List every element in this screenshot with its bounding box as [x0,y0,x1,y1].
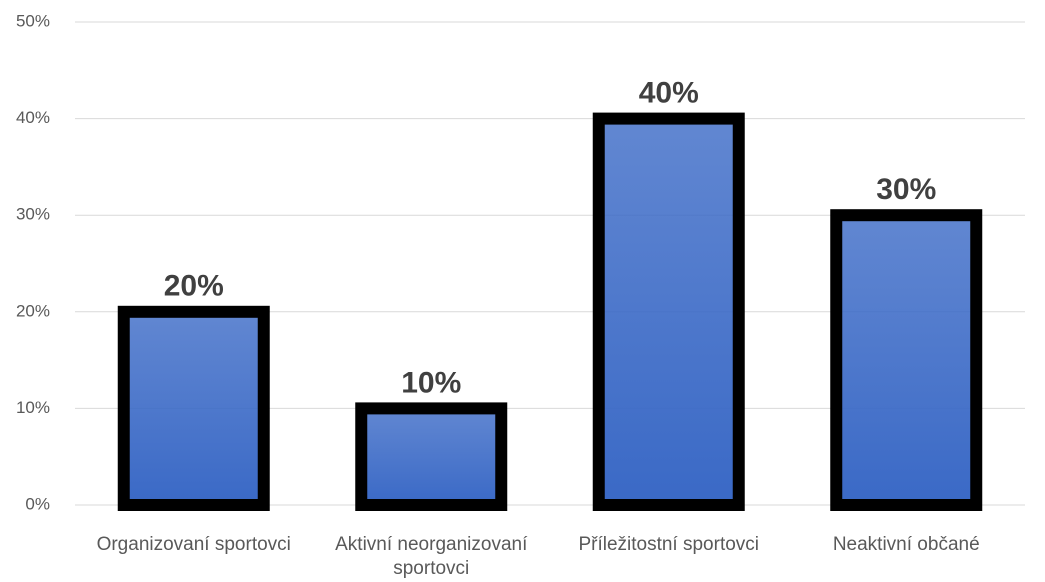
bar [592,112,745,511]
bar [117,305,270,511]
x-tick-label: Příležitostní sportovci [578,534,760,555]
x-tick-label: Aktivní neorganizovaní sportovci [335,534,528,579]
x-tick-label: Neaktivní občané [832,534,980,555]
y-tick-label: 10% [16,398,50,417]
x-tick-label: Organizovaní sportovci [96,534,291,555]
y-tick-label: 50% [16,11,50,30]
data-label: 40% [639,77,699,110]
y-tick-label: 30% [16,205,50,224]
bar [355,402,508,511]
y-tick-label: 40% [16,108,50,127]
y-tick-label: 0% [25,494,50,513]
data-label: 30% [876,173,936,206]
data-label: 20% [164,270,224,303]
bar [830,209,983,511]
data-label: 10% [401,366,461,399]
y-tick-label: 20% [16,301,50,320]
